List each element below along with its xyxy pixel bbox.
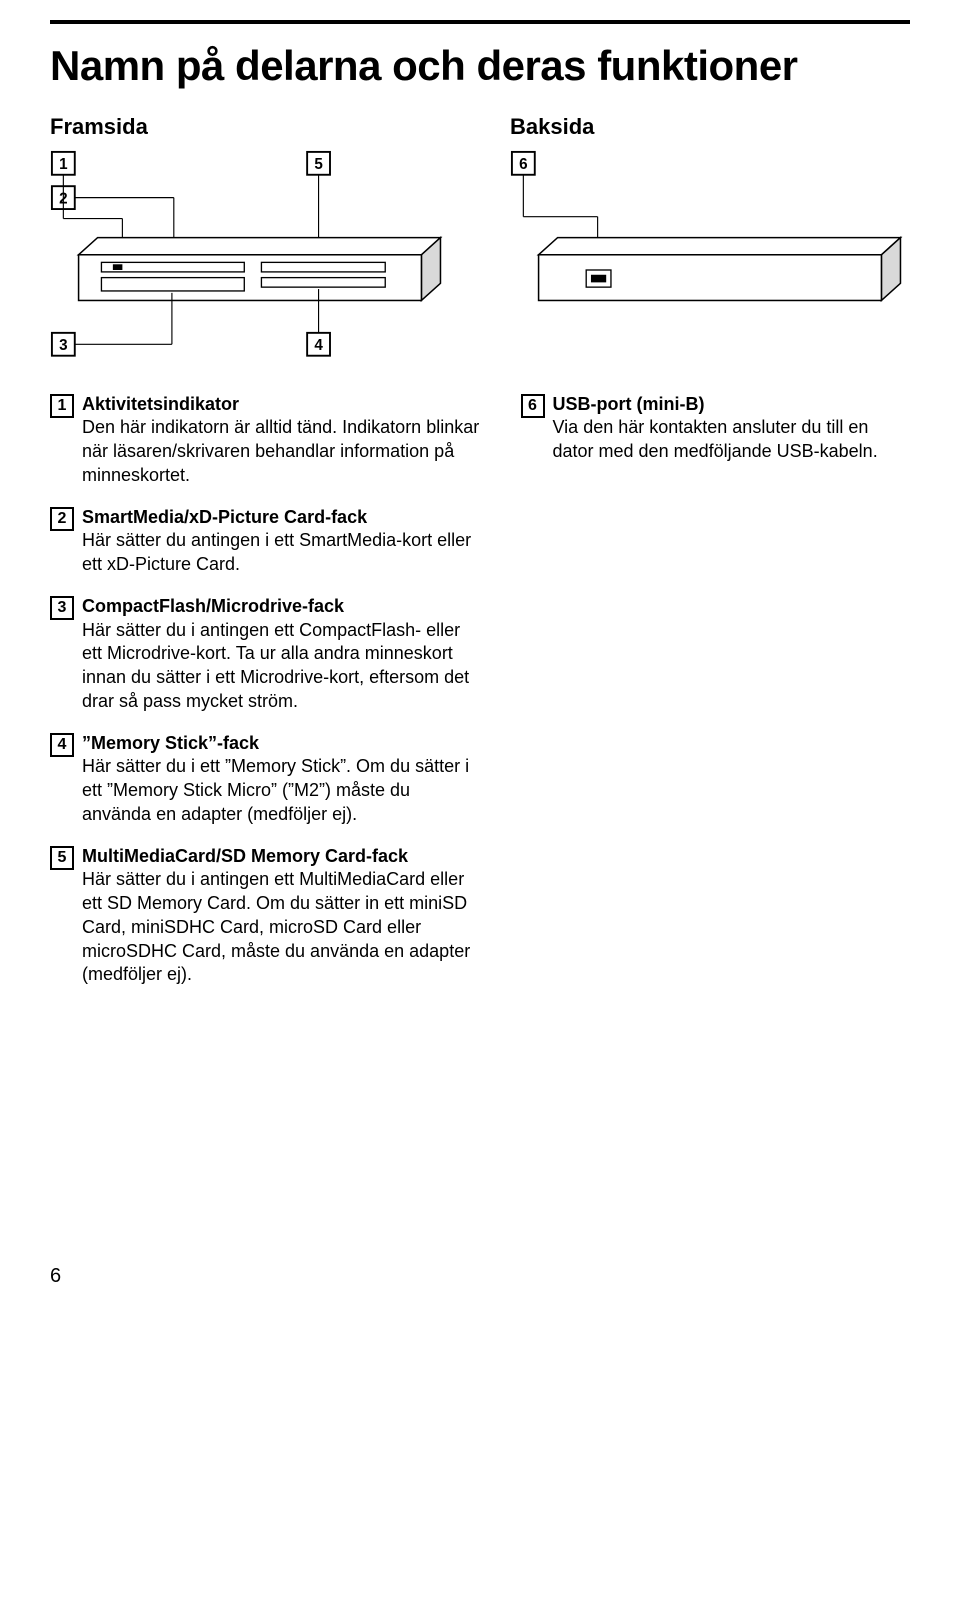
page-title: Namn på delarna och deras funktioner — [50, 42, 910, 90]
item-number: 6 — [521, 394, 545, 418]
item-number: 3 — [50, 596, 74, 620]
item-text: Via den här kontakten ansluter du till e… — [553, 417, 878, 461]
front-diagram: 1 5 2 — [50, 150, 450, 365]
item-2: 2 SmartMedia/xD-Picture Card-fack Här sä… — [50, 506, 481, 577]
item-5: 5 MultiMediaCard/SD Memory Card-fack Här… — [50, 845, 481, 988]
top-rule — [50, 20, 910, 24]
item-body: Aktivitetsindikator Den här indikatorn ä… — [82, 393, 481, 488]
item-text: Här sätter du antingen i ett SmartMedia-… — [82, 530, 471, 574]
item-heading: SmartMedia/xD-Picture Card-fack — [82, 507, 367, 527]
item-number: 5 — [50, 846, 74, 870]
item-number: 4 — [50, 733, 74, 757]
item-text: Här sätter du i antingen ett CompactFlas… — [82, 620, 469, 711]
back-label: Baksida — [510, 114, 910, 140]
item-body: ”Memory Stick”-fack Här sätter du i ett … — [82, 732, 481, 827]
item-number: 1 — [50, 394, 74, 418]
right-column: 6 USB-port (mini-B) Via den här kontakte… — [521, 393, 911, 1006]
item-heading: MultiMediaCard/SD Memory Card-fack — [82, 846, 408, 866]
item-body: USB-port (mini-B) Via den här kontakten … — [553, 393, 911, 464]
svg-text:6: 6 — [519, 156, 527, 173]
left-column: 1 Aktivitetsindikator Den här indikatorn… — [50, 393, 481, 1006]
item-heading: ”Memory Stick”-fack — [82, 733, 259, 753]
item-3: 3 CompactFlash/Microdrive-fack Här sätte… — [50, 595, 481, 714]
item-number: 2 — [50, 507, 74, 531]
svg-text:1: 1 — [59, 156, 68, 173]
front-view-col: Framsida 1 5 2 — [50, 114, 450, 365]
front-svg: 1 5 2 — [50, 150, 450, 360]
item-body: CompactFlash/Microdrive-fack Här sätter … — [82, 595, 481, 714]
svg-text:5: 5 — [314, 156, 323, 173]
item-body: MultiMediaCard/SD Memory Card-fack Här s… — [82, 845, 481, 988]
item-body: SmartMedia/xD-Picture Card-fack Här sätt… — [82, 506, 481, 577]
front-label: Framsida — [50, 114, 450, 140]
item-heading: Aktivitetsindikator — [82, 394, 239, 414]
item-text: Här sätter du i antingen ett MultiMediaC… — [82, 869, 470, 984]
item-text: Här sätter du i ett ”Memory Stick”. Om d… — [82, 756, 469, 824]
item-heading: CompactFlash/Microdrive-fack — [82, 596, 344, 616]
description-columns: 1 Aktivitetsindikator Den här indikatorn… — [50, 393, 910, 1006]
item-6: 6 USB-port (mini-B) Via den här kontakte… — [521, 393, 911, 464]
back-view-col: Baksida 6 — [510, 114, 910, 365]
item-1: 1 Aktivitetsindikator Den här indikatorn… — [50, 393, 481, 488]
diagram-row: Framsida 1 5 2 — [50, 114, 910, 365]
svg-text:4: 4 — [314, 337, 323, 354]
item-text: Den här indikatorn är alltid tänd. Indik… — [82, 417, 479, 485]
back-svg: 6 — [510, 150, 910, 360]
back-diagram: 6 — [510, 150, 910, 365]
item-heading: USB-port (mini-B) — [553, 394, 705, 414]
item-4: 4 ”Memory Stick”-fack Här sätter du i et… — [50, 732, 481, 827]
page-number: 6 — [50, 1265, 910, 1288]
svg-text:3: 3 — [59, 337, 67, 354]
